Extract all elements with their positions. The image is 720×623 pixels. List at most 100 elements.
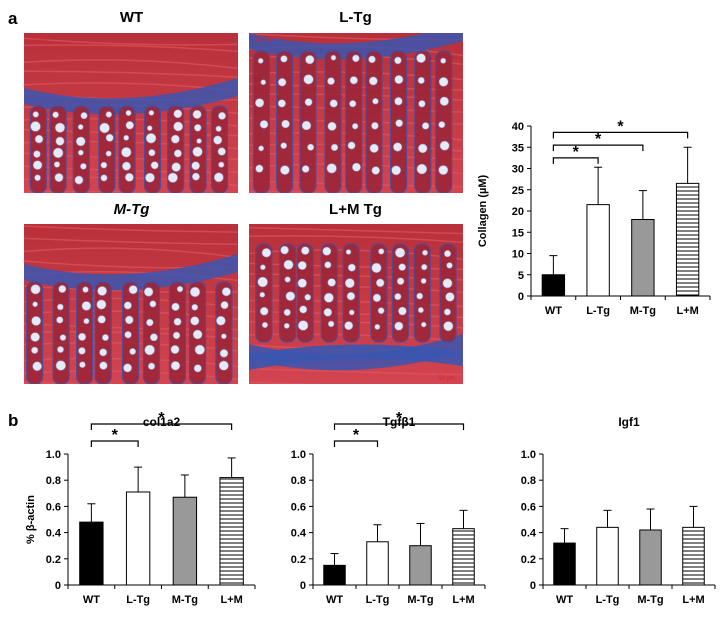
goblet-cell	[129, 348, 137, 355]
goblet-cell	[283, 322, 290, 329]
goblet-cell	[417, 76, 425, 85]
significance-star: *	[396, 410, 403, 427]
goblet-cell	[323, 308, 333, 317]
goblet-cell	[54, 122, 66, 133]
goblet-cell	[218, 360, 229, 371]
y-tick-label: 0	[518, 291, 524, 303]
goblet-cell	[220, 333, 227, 340]
x-tick-label: M-Tg	[630, 305, 656, 317]
y-tick-label: 0.4	[291, 528, 307, 540]
crypt	[75, 281, 94, 384]
bar-m-tg	[631, 219, 655, 297]
x-tick-label: L+M	[682, 594, 704, 606]
goblet-cell	[192, 329, 203, 340]
goblet-cell	[260, 264, 266, 271]
significance-star: *	[112, 427, 119, 444]
goblet-cell	[81, 301, 92, 311]
x-tick-label: WT	[83, 594, 100, 606]
goblet-cell	[30, 284, 41, 295]
bar-l-m	[682, 526, 705, 586]
goblet-cell	[438, 77, 449, 87]
goblet-cell	[394, 321, 404, 331]
goblet-cell	[58, 285, 67, 294]
goblet-cell	[351, 122, 359, 130]
goblet-cell	[439, 96, 449, 106]
goblet-cell	[121, 147, 132, 158]
y-tick-label: 40	[512, 121, 524, 133]
significance-bracket	[552, 144, 644, 152]
y-tick-label: 0.8	[521, 475, 536, 487]
goblet-cell	[150, 161, 159, 170]
goblet-cell	[297, 320, 309, 331]
goblet-cell	[299, 305, 308, 314]
x-tick-label: WT	[556, 594, 573, 606]
goblet-cell	[371, 166, 381, 175]
significance-star: *	[158, 410, 165, 427]
goblet-cell	[307, 143, 315, 151]
micrograph-title-ltg: L-Tg	[339, 9, 372, 26]
goblet-cell	[55, 136, 65, 146]
y-tick-label: 20	[512, 206, 524, 218]
goblet-cell	[146, 318, 154, 327]
goblet-cell	[144, 344, 155, 356]
goblet-cell	[31, 316, 42, 326]
scale-bar-label: 50 µm	[438, 376, 455, 382]
chart-title: Tgfβ1	[383, 415, 416, 429]
x-tick-label: L+M	[676, 305, 698, 317]
goblet-cell	[442, 278, 453, 289]
goblet-cell	[416, 163, 428, 175]
goblet-cell	[443, 321, 454, 332]
goblet-cell	[124, 315, 134, 325]
goblet-cell	[149, 333, 158, 342]
goblet-cell	[443, 250, 452, 258]
goblet-cell	[344, 278, 355, 289]
goblet-cell	[124, 330, 132, 339]
significance-star: *	[573, 144, 580, 161]
x-tick-label: L-Tg	[586, 305, 610, 317]
collagen-band	[24, 78, 238, 115]
x-tick-label: L-Tg	[126, 594, 150, 606]
goblet-cell	[303, 74, 314, 85]
goblet-cell	[284, 276, 291, 283]
bar-l-tg	[586, 204, 610, 297]
goblet-cell	[301, 165, 310, 173]
goblet-cell	[420, 277, 427, 284]
bar-wt	[541, 274, 566, 297]
y-tick-label: 25	[512, 185, 524, 197]
goblet-cell	[398, 263, 406, 271]
goblet-cell	[421, 263, 428, 271]
goblet-cell	[123, 363, 133, 373]
chart-collagen: Collagen (µM) 0 5 10 15 20 25 30 35 40 WT L-Tg M-Tg L…	[477, 118, 711, 317]
goblet-cell	[349, 76, 358, 85]
goblet-cell	[257, 276, 268, 288]
x-tick-label: M-Tg	[172, 594, 198, 606]
goblet-cell	[297, 278, 307, 288]
goblet-cell	[173, 317, 182, 326]
goblet-cell	[304, 293, 312, 301]
y-tick-label: 1.0	[46, 449, 61, 461]
goblet-cell	[438, 165, 449, 176]
goblet-cell	[77, 124, 84, 130]
significance-bracket	[90, 440, 139, 447]
goblet-cell	[420, 321, 427, 328]
goblet-cell	[97, 286, 108, 296]
goblet-cell	[280, 142, 288, 149]
y-tick-label: 0	[55, 580, 61, 592]
x-tick-label: WT	[545, 305, 562, 317]
significance-bracket	[333, 423, 465, 430]
goblet-cell	[348, 309, 355, 316]
goblet-cell	[347, 141, 356, 150]
goblet-cell	[192, 146, 203, 157]
crypt	[413, 243, 431, 343]
goblet-cell	[221, 287, 231, 297]
y-tick-label: 0.2	[521, 554, 536, 566]
chart-tgfb1: Tgfβ1 0 0.2 0.4 0.6 0.8 1.0 WT L-Tg M-Tg L+M * *	[291, 410, 486, 606]
y-tick-label: 1.0	[291, 449, 306, 461]
goblet-cell	[439, 140, 450, 151]
goblet-cell	[191, 161, 201, 171]
goblet-cell	[218, 161, 225, 168]
goblet-cell	[215, 125, 222, 132]
micrograph-title-lm: L+M Tg	[329, 201, 382, 218]
goblet-cell	[260, 79, 267, 86]
goblet-cell	[190, 316, 200, 326]
